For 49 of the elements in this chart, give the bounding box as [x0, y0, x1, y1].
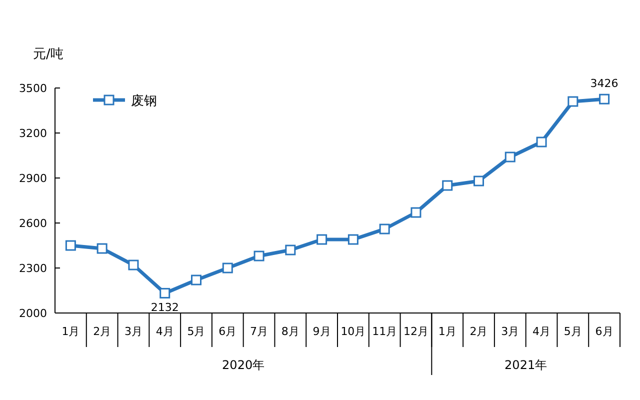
x-tick-label: 2月 [470, 325, 488, 338]
x-tick-label: 6月 [218, 325, 237, 338]
x-tick-label: 4月 [156, 325, 174, 338]
y-tick-label: 2900 [19, 172, 47, 185]
y-tick-label: 3500 [19, 82, 47, 95]
data-label: 2132 [150, 301, 179, 314]
y-tick-label: 3200 [19, 127, 47, 140]
x-tick-label: 8月 [281, 325, 300, 338]
text: 2020年 [222, 358, 265, 372]
x-tick-label: 3月 [501, 325, 520, 338]
point [316, 234, 328, 245]
point [568, 96, 578, 107]
x-tick-label: 5月 [564, 325, 582, 338]
point [160, 288, 170, 298]
x-tick-label: 2月 [93, 325, 112, 338]
x-tick-label: 10月 [340, 325, 366, 338]
point [254, 250, 264, 262]
y-tick-label: 2600 [19, 217, 47, 230]
point [222, 262, 233, 274]
data-label: 3426 [590, 77, 618, 90]
point [65, 240, 76, 251]
legend-label: 废钢 [131, 94, 157, 109]
x-tick-label: 3月 [124, 325, 142, 338]
point [410, 207, 422, 218]
x-tick-label: 7月 [250, 325, 268, 338]
x-tick-label: 4月 [532, 325, 551, 338]
point [442, 180, 453, 191]
point [191, 274, 202, 286]
x-tick-label: 1月 [62, 325, 80, 338]
point [536, 136, 547, 148]
x-tick-label: 11月 [372, 325, 398, 338]
x-tick-label: 12月 [403, 325, 428, 338]
text: 2021年 [504, 358, 548, 372]
point [285, 244, 296, 256]
y-tick-label: 2300 [19, 262, 47, 275]
point [128, 260, 139, 270]
point [348, 234, 358, 245]
x-tick-label: 1月 [438, 325, 456, 338]
point [504, 152, 516, 162]
y-tick-label: 2000 [19, 307, 47, 320]
y-axis-title: 元/吨 [33, 47, 64, 62]
legend: 废钢 [93, 94, 157, 109]
point [379, 224, 390, 234]
point [474, 176, 484, 186]
point [96, 243, 108, 254]
x-tick-label: 6月 [595, 325, 614, 338]
point [599, 94, 610, 104]
x-tick-label: 5月 [187, 325, 206, 338]
x-tick-label: 9月 [312, 325, 331, 338]
